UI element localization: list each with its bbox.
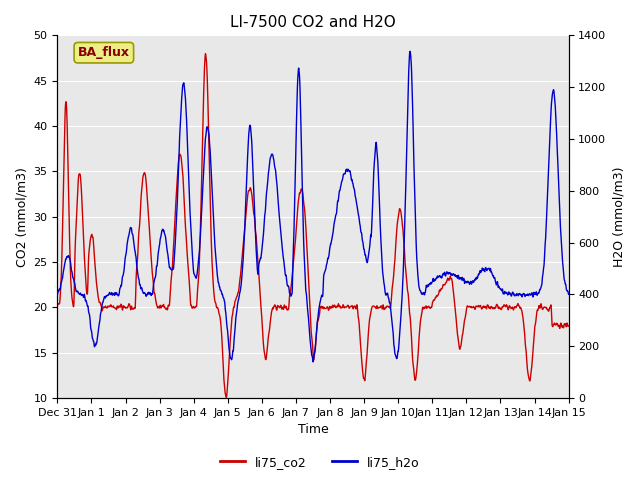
Title: LI-7500 CO2 and H2O: LI-7500 CO2 and H2O bbox=[230, 15, 396, 30]
Y-axis label: H2O (mmol/m3): H2O (mmol/m3) bbox=[612, 167, 625, 267]
Legend: li75_co2, li75_h2o: li75_co2, li75_h2o bbox=[215, 451, 425, 474]
Y-axis label: CO2 (mmol/m3): CO2 (mmol/m3) bbox=[15, 167, 28, 266]
X-axis label: Time: Time bbox=[298, 423, 328, 436]
Text: BA_flux: BA_flux bbox=[78, 46, 130, 59]
